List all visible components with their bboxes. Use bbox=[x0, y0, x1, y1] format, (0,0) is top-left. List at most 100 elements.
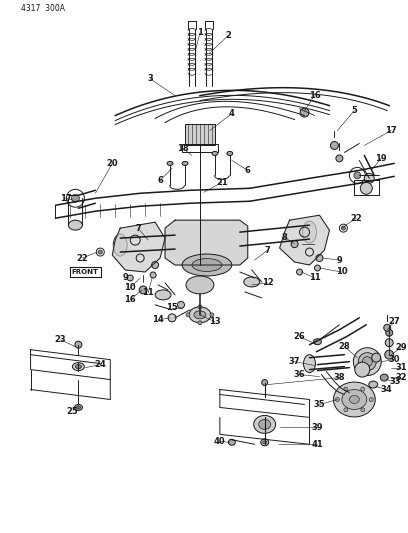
Ellipse shape bbox=[75, 341, 82, 348]
Ellipse shape bbox=[186, 276, 214, 294]
Text: 31: 31 bbox=[395, 363, 407, 372]
Text: 4317  300A: 4317 300A bbox=[21, 4, 64, 13]
Ellipse shape bbox=[300, 108, 309, 117]
Ellipse shape bbox=[75, 365, 81, 369]
Ellipse shape bbox=[228, 439, 235, 445]
Text: 32: 32 bbox=[395, 373, 407, 382]
Ellipse shape bbox=[152, 262, 159, 269]
Text: 16: 16 bbox=[124, 295, 136, 304]
Ellipse shape bbox=[313, 339, 322, 345]
Ellipse shape bbox=[259, 419, 271, 430]
Ellipse shape bbox=[364, 173, 374, 183]
Text: 19: 19 bbox=[375, 154, 387, 163]
Ellipse shape bbox=[344, 387, 348, 391]
Ellipse shape bbox=[336, 155, 343, 162]
Ellipse shape bbox=[261, 439, 268, 446]
Ellipse shape bbox=[198, 305, 202, 309]
Ellipse shape bbox=[139, 286, 147, 294]
Ellipse shape bbox=[353, 348, 381, 376]
Ellipse shape bbox=[98, 250, 102, 254]
Ellipse shape bbox=[316, 255, 323, 262]
Ellipse shape bbox=[182, 254, 232, 276]
Ellipse shape bbox=[182, 161, 188, 165]
Text: 16: 16 bbox=[308, 91, 320, 100]
Ellipse shape bbox=[330, 141, 338, 149]
Text: 21: 21 bbox=[216, 178, 228, 187]
Ellipse shape bbox=[291, 240, 298, 247]
Text: FRONT: FRONT bbox=[72, 269, 99, 275]
Text: 1: 1 bbox=[197, 28, 203, 37]
Ellipse shape bbox=[333, 382, 375, 417]
Text: 18: 18 bbox=[177, 144, 189, 153]
Text: 6: 6 bbox=[157, 176, 163, 185]
Ellipse shape bbox=[349, 395, 359, 403]
Ellipse shape bbox=[69, 220, 82, 230]
Ellipse shape bbox=[342, 390, 367, 409]
Text: 15: 15 bbox=[166, 303, 178, 312]
Ellipse shape bbox=[210, 313, 214, 317]
Text: 13: 13 bbox=[209, 317, 221, 326]
Ellipse shape bbox=[362, 357, 372, 367]
Text: 8: 8 bbox=[282, 232, 288, 241]
Text: 22: 22 bbox=[77, 254, 88, 263]
Text: 10: 10 bbox=[124, 284, 136, 293]
Ellipse shape bbox=[386, 329, 392, 336]
Ellipse shape bbox=[262, 379, 268, 385]
Text: 29: 29 bbox=[395, 343, 407, 352]
Ellipse shape bbox=[167, 161, 173, 165]
Ellipse shape bbox=[297, 269, 303, 275]
Ellipse shape bbox=[369, 381, 378, 388]
Ellipse shape bbox=[315, 265, 320, 271]
Ellipse shape bbox=[341, 226, 345, 230]
Text: 33: 33 bbox=[389, 377, 401, 386]
Ellipse shape bbox=[385, 350, 394, 359]
Text: 11: 11 bbox=[308, 273, 320, 282]
Text: 28: 28 bbox=[339, 342, 350, 351]
Ellipse shape bbox=[263, 441, 267, 444]
Ellipse shape bbox=[254, 415, 276, 433]
Ellipse shape bbox=[244, 277, 260, 287]
Text: 14: 14 bbox=[152, 316, 164, 324]
Ellipse shape bbox=[186, 313, 190, 317]
Ellipse shape bbox=[150, 272, 156, 278]
Text: 41: 41 bbox=[312, 440, 324, 449]
Text: 25: 25 bbox=[67, 407, 78, 416]
Ellipse shape bbox=[189, 307, 211, 323]
Text: 9: 9 bbox=[122, 273, 128, 282]
Ellipse shape bbox=[384, 324, 391, 331]
Ellipse shape bbox=[361, 387, 365, 391]
Bar bbox=[182, 144, 218, 152]
Text: 7: 7 bbox=[135, 224, 141, 232]
Text: 24: 24 bbox=[94, 360, 106, 369]
Text: 17: 17 bbox=[386, 126, 397, 135]
Text: 35: 35 bbox=[314, 400, 325, 409]
Text: 11: 11 bbox=[142, 288, 154, 297]
Ellipse shape bbox=[380, 374, 388, 381]
Text: 12: 12 bbox=[262, 278, 273, 287]
Ellipse shape bbox=[344, 408, 348, 412]
Text: 26: 26 bbox=[294, 332, 306, 341]
Ellipse shape bbox=[304, 354, 315, 373]
Polygon shape bbox=[165, 220, 248, 265]
Ellipse shape bbox=[113, 234, 127, 256]
Ellipse shape bbox=[72, 362, 84, 370]
Ellipse shape bbox=[227, 151, 233, 156]
Text: 17: 17 bbox=[60, 194, 71, 203]
Text: 10: 10 bbox=[335, 268, 347, 277]
Text: 7: 7 bbox=[265, 246, 271, 255]
Ellipse shape bbox=[354, 172, 361, 179]
Ellipse shape bbox=[71, 194, 80, 202]
Text: 30: 30 bbox=[388, 355, 400, 364]
Ellipse shape bbox=[177, 301, 184, 308]
Text: 37: 37 bbox=[289, 357, 300, 366]
Ellipse shape bbox=[168, 314, 176, 322]
Ellipse shape bbox=[74, 405, 82, 410]
Text: 40: 40 bbox=[214, 437, 226, 446]
Ellipse shape bbox=[372, 353, 381, 362]
Ellipse shape bbox=[192, 259, 222, 271]
Text: 34: 34 bbox=[380, 385, 392, 394]
Text: 38: 38 bbox=[334, 373, 345, 382]
Ellipse shape bbox=[76, 406, 80, 409]
Ellipse shape bbox=[358, 353, 376, 370]
Text: 23: 23 bbox=[55, 335, 66, 344]
